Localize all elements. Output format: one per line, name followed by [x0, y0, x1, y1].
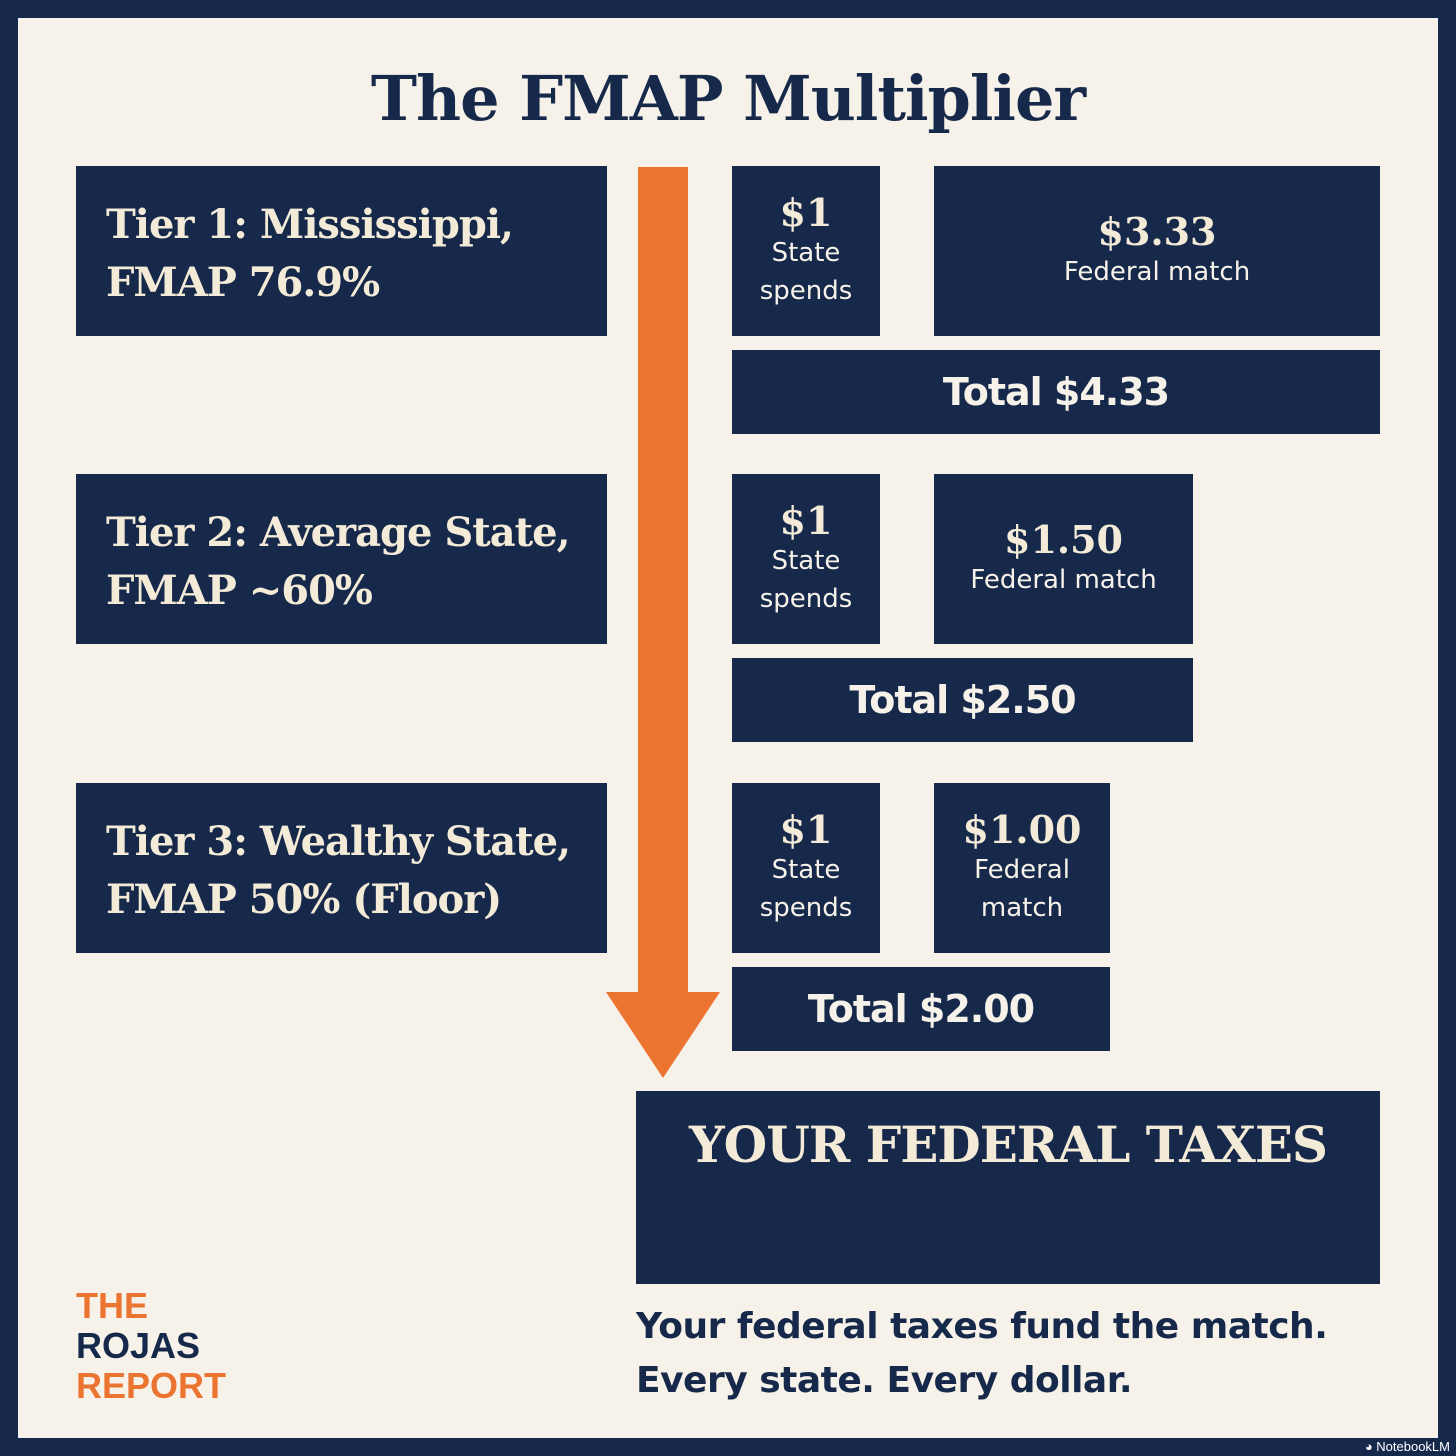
tagline: Your federal taxes fund the match. Every… — [636, 1300, 1396, 1408]
tagline-line-1: Your federal taxes fund the match. — [636, 1306, 1328, 1347]
tier-1-state-amount: $1 — [779, 190, 833, 235]
tier-2-federal-match: $1.50 Federal match — [934, 474, 1193, 644]
tier-1-total: Total $4.33 — [732, 350, 1380, 434]
tier-1-state-spend: $1 State spends — [732, 166, 880, 336]
tier-3-state-label-2: spends — [759, 893, 853, 923]
logo-line-1: THE — [76, 1285, 148, 1326]
tier-1-federal-label: Federal match — [1063, 257, 1251, 287]
credit-text: NotebookLM — [1376, 1439, 1450, 1454]
tier-1-state-label-2: spends — [759, 276, 853, 306]
federal-taxes-box: YOUR FEDERAL TAXES — [636, 1091, 1380, 1284]
tier-2-line-1: Tier 2: Average State, — [106, 509, 571, 556]
notebooklm-icon: ◕ — [1364, 1439, 1377, 1454]
tier-3-state-spend: $1 State spends — [732, 783, 880, 953]
tier-3-federal-label-1: Federal — [974, 855, 1070, 885]
tier-2-state-spend: $1 State spends — [732, 474, 880, 644]
tier-1-federal-amount: $3.33 — [1097, 209, 1217, 254]
tier-1-line-2: FMAP 76.9% — [106, 259, 380, 306]
tier-1-federal-match: $3.33 Federal match — [934, 166, 1380, 336]
tier-2-state-label-1: State — [771, 546, 841, 576]
tier-3-state-label-1: State — [771, 855, 841, 885]
tier-3-line-2: FMAP 50% (Floor) — [106, 876, 502, 923]
tier-3-total: Total $2.00 — [732, 967, 1110, 1051]
rojas-report-logo: THE ROJAS REPORT — [76, 1286, 226, 1406]
tier-3-label: Tier 3: Wealthy State, FMAP 50% (Floor) — [76, 783, 607, 953]
tier-3-federal-label-2: match — [980, 893, 1064, 923]
tier-3-federal-amount: $1.00 — [962, 807, 1082, 852]
page-title: The FMAP Multiplier — [370, 62, 1086, 135]
tier-2-federal-amount: $1.50 — [1004, 517, 1123, 562]
tier-2-label: Tier 2: Average State, FMAP ~60% — [76, 474, 607, 644]
tier-2-line-2: FMAP ~60% — [106, 567, 373, 614]
logo-line-3: REPORT — [76, 1365, 227, 1406]
tier-1-state-label-1: State — [771, 238, 841, 268]
tier-3-state-amount: $1 — [779, 807, 833, 852]
tier-2-total: Total $2.50 — [732, 658, 1193, 742]
tier-1-line-1: Tier 1: Mississippi, — [106, 201, 514, 248]
tier-2-state-amount: $1 — [779, 498, 833, 543]
tier-1-label: Tier 1: Mississippi, FMAP 76.9% — [76, 166, 607, 336]
tier-2-federal-label: Federal match — [970, 565, 1157, 595]
notebooklm-credit: ◕ NotebookLM — [1365, 1439, 1450, 1454]
logo-line-2: ROJAS — [76, 1325, 201, 1366]
tagline-line-2: Every state. Every dollar. — [636, 1360, 1133, 1401]
tier-3-federal-match: $1.00 Federal match — [934, 783, 1110, 953]
tier-2-state-label-2: spends — [759, 584, 853, 614]
tier-3-line-1: Tier 3: Wealthy State, — [106, 818, 571, 865]
